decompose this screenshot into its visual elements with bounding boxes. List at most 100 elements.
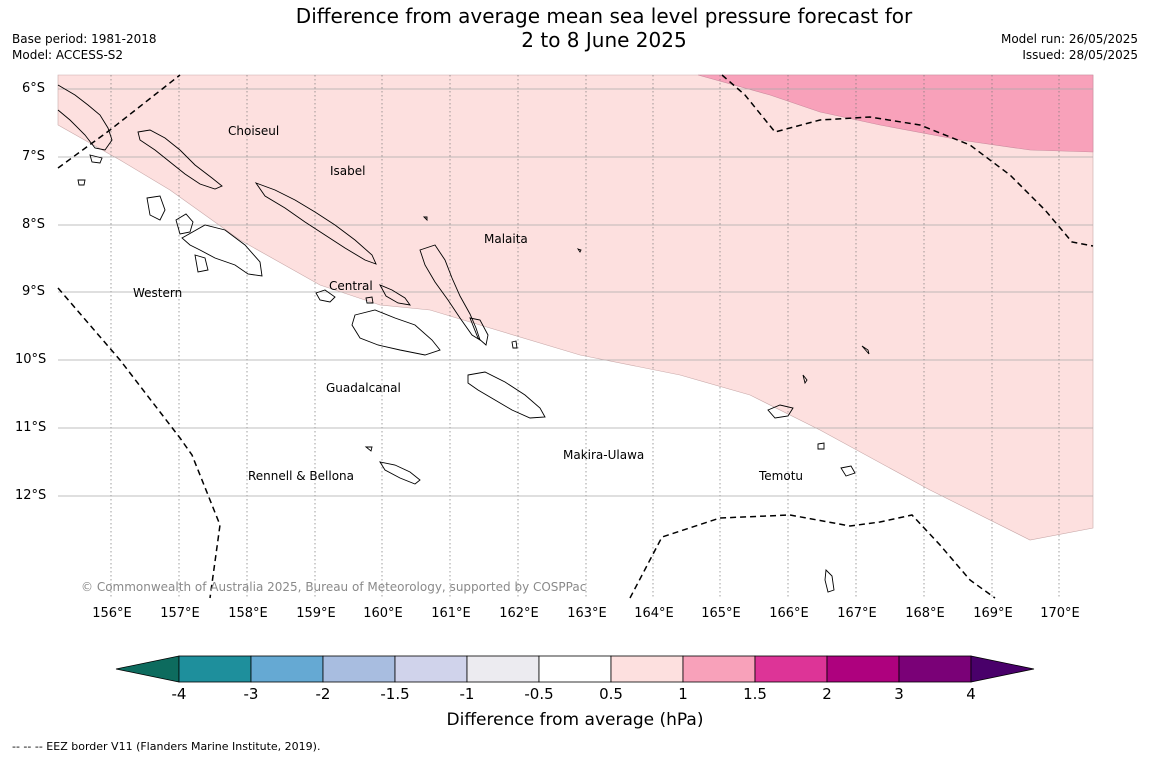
island-rendova	[194, 254, 209, 273]
island-duff	[861, 345, 870, 355]
legend-tick: 1.5	[743, 685, 767, 703]
island-new-georgia	[181, 224, 263, 277]
island-ngella	[378, 284, 411, 306]
region-label-western: Western	[133, 286, 183, 300]
lon-label-158e: 158°E	[228, 606, 268, 621]
island-rennell	[379, 461, 421, 485]
region-label-isabel: Isabel	[330, 164, 366, 178]
lon-label-167e: 167°E	[837, 606, 877, 621]
island-bougainville	[57, 84, 113, 151]
legend-swatch	[538, 655, 612, 683]
lat-label-8s: 8°S	[22, 217, 46, 232]
island-florida	[315, 289, 336, 303]
legend-swatch	[394, 655, 468, 683]
legend-swatch	[826, 655, 900, 683]
legend-swatch	[250, 655, 324, 683]
lat-label-11s: 11°S	[15, 420, 47, 435]
lon-label-161e: 161°E	[431, 606, 471, 621]
model-run: Model run: 26/05/2025	[1000, 32, 1138, 46]
region-label-rennell-bellona: Rennell & Bellona	[248, 469, 355, 483]
lon-label-157e: 157°E	[160, 606, 200, 621]
lat-label-7s: 7°S	[22, 149, 46, 164]
island-bellona	[364, 446, 373, 452]
lon-label-170e: 170°E	[1040, 606, 1080, 621]
legend-swatch-extend-low	[115, 655, 180, 683]
island-makira	[467, 371, 546, 419]
legend-tick: 1	[678, 685, 688, 703]
lon-label-169e: 169°E	[973, 606, 1013, 621]
eez-borders	[57, 74, 1094, 599]
legend-swatch	[178, 655, 252, 683]
lat-label-12s: 12°S	[15, 488, 47, 503]
legend-swatch-extend-high	[970, 655, 1035, 683]
eez-footnote: -- -- -- EEZ border V11 (Flanders Marine…	[12, 740, 321, 753]
lon-label-166e: 166°E	[769, 606, 809, 621]
legend-swatch	[682, 655, 756, 683]
region-label-guadalcanal: Guadalcanal	[326, 381, 401, 395]
island-utupua	[840, 465, 856, 477]
graticule	[110, 75, 1060, 598]
legend-tick: -2	[315, 685, 331, 703]
legend-tick: 4	[966, 685, 976, 703]
legend-tick: -3	[243, 685, 259, 703]
lon-label-165e: 165°E	[701, 606, 741, 621]
region-label-choiseul: Choiseul	[228, 124, 280, 138]
legend-tick: 0.5	[599, 685, 623, 703]
legend-tick: -0.5	[524, 685, 554, 703]
legend-swatch	[322, 655, 396, 683]
copyright-notice: © Commonwealth of Australia 2025, Bureau…	[81, 580, 587, 594]
island-guadalcanal	[351, 309, 441, 356]
latitude-lines	[58, 88, 1093, 497]
island-kolombangara	[175, 213, 194, 235]
island-anuta	[824, 569, 835, 593]
legend-swatches	[115, 655, 1035, 683]
island-malaita	[419, 244, 481, 342]
region-label-makira-ulawa: Makira-Ulawa	[563, 448, 645, 462]
pressure-anomaly-map	[57, 74, 1094, 599]
lon-label-164e: 164°E	[634, 606, 674, 621]
issued-date: Issued: 28/05/2025	[1022, 48, 1138, 62]
region-label-temotu: Temotu	[759, 469, 804, 483]
meta-right: Model run: 26/05/2025 Issued: 28/05/2025	[1001, 31, 1138, 63]
legend-tick: 3	[894, 685, 904, 703]
island-small-malaita	[469, 317, 489, 346]
lon-label-163e: 163°E	[567, 606, 607, 621]
legend-swatch	[754, 655, 828, 683]
lat-label-10s: 10°S	[15, 352, 47, 367]
island-choiseul	[137, 129, 223, 190]
lon-label-160e: 160°E	[363, 606, 403, 621]
island-isabel	[254, 182, 377, 265]
island-reef-islands	[802, 374, 808, 385]
lat-label-9s: 9°S	[22, 284, 46, 299]
model-name: Model: ACCESS-S2	[12, 48, 124, 62]
map-title-line2: 2 to 8 June 2025	[521, 28, 687, 52]
legend-swatch	[466, 655, 540, 683]
island-savo	[365, 296, 374, 304]
lon-label-162e: 162°E	[499, 606, 539, 621]
lon-label-168e: 168°E	[905, 606, 945, 621]
legend-tick: 2	[822, 685, 832, 703]
meta-left: Base period: 1981-2018 Model: ACCESS-S2	[12, 31, 157, 63]
island-ontong	[576, 248, 582, 253]
legend-swatch	[610, 655, 684, 683]
lon-label-156e: 156°E	[92, 606, 132, 621]
lat-label-6s: 6°S	[22, 81, 46, 96]
lon-label-159e: 159°E	[296, 606, 336, 621]
map-title-line1: Difference from average mean sea level p…	[295, 4, 913, 28]
legend-tick: -1.5	[380, 685, 410, 703]
island-sikaiana	[422, 216, 428, 222]
island-vella-lavella	[146, 195, 166, 221]
region-label-central: Central	[329, 279, 373, 293]
island-treasury	[89, 154, 103, 164]
region-label-malaita: Malaita	[484, 232, 528, 246]
legend-title: Difference from average (hPa)	[446, 710, 704, 730]
base-period: Base period: 1981-2018	[12, 32, 157, 46]
island-ulawa	[511, 340, 518, 349]
legend-swatch	[898, 655, 972, 683]
legend-tick: -1	[459, 685, 475, 703]
island-shortland	[77, 179, 86, 186]
island-ndende	[767, 404, 794, 419]
anomaly-band-pink	[697, 74, 1094, 153]
legend-tick: -4	[171, 685, 187, 703]
